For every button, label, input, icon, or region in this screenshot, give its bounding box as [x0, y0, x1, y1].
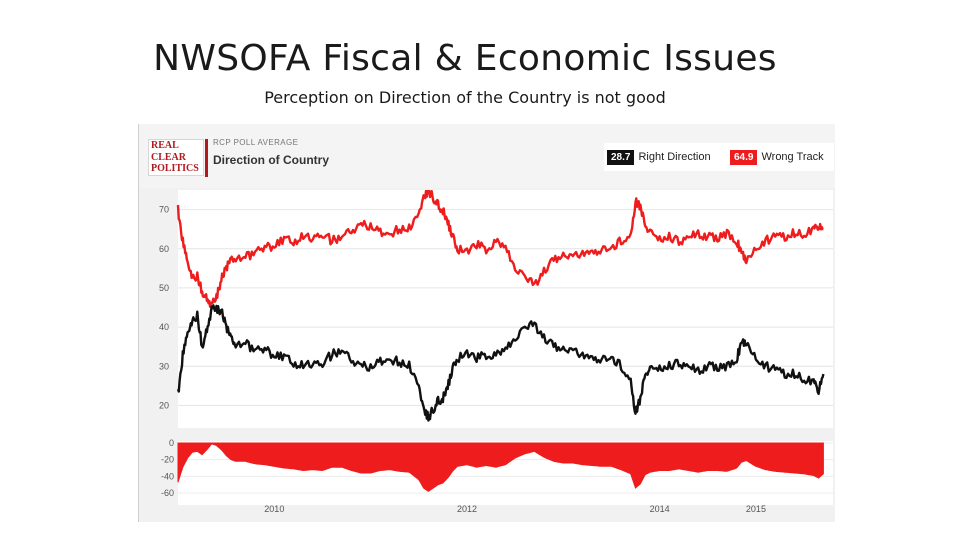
slide-title: NWSOFA Fiscal & Economic Issues — [153, 38, 777, 79]
legend-value: 28.7 — [607, 149, 635, 165]
logo-line: REAL — [151, 140, 179, 151]
chart-header: REAL CLEAR POLITICS RCP POLL AVERAGE Dir… — [139, 124, 835, 188]
series-line-wrong-track — [176, 190, 824, 308]
x-tick-label: 2014 — [650, 504, 670, 514]
y-tick-label: 60 — [159, 244, 169, 254]
slide-subtitle: Perception on Direction of the Country i… — [264, 88, 666, 107]
legend-label: Right Direction — [638, 151, 711, 163]
x-tick-label: 2012 — [457, 504, 477, 514]
legend-item-wrong-track: 64.9 Wrong Track — [730, 148, 824, 166]
series-line-right-direction — [176, 304, 825, 422]
chart-plot-area: 70 60 50 40 30 20 0 -20 -40 -60 2010 2012 2014 2015 — [159, 190, 833, 514]
legend-label: Wrong Track — [761, 151, 824, 163]
spread-y-tick-label: -40 — [161, 471, 174, 481]
y-tick-label: 30 — [159, 361, 169, 371]
logo-line: POLITICS — [151, 163, 199, 174]
x-tick-label: 2015 — [746, 504, 766, 514]
y-tick-label: 50 — [159, 283, 169, 293]
spread-area — [177, 442, 824, 492]
legend-item-right-direction: 28.7 Right Direction — [607, 148, 711, 166]
spread-y-tick-label: 0 — [169, 438, 174, 448]
spread-y-tick-label: -20 — [161, 455, 174, 465]
logo-line: CLEAR — [151, 151, 187, 163]
y-tick-label: 40 — [159, 322, 169, 332]
chart-title: Direction of Country — [213, 153, 329, 167]
spread-y-tick-label: -60 — [161, 488, 174, 498]
legend: 28.7 Right Direction 64.9 Wrong Track — [604, 143, 834, 171]
rcp-logo: REAL CLEAR POLITICS — [148, 139, 204, 176]
logo-divider — [205, 139, 208, 177]
main-plot-background — [178, 190, 833, 428]
y-tick-label: 70 — [159, 205, 169, 215]
legend-value: 64.9 — [730, 149, 758, 165]
y-tick-label: 20 — [159, 400, 169, 410]
chart-kicker: RCP POLL AVERAGE — [213, 138, 299, 147]
x-tick-label: 2010 — [264, 504, 284, 514]
